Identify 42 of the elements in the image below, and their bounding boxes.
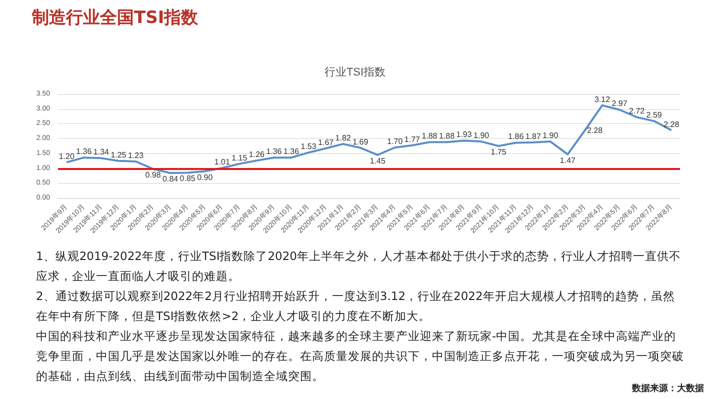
data-label: 1.47	[560, 156, 576, 165]
data-label: 1.69	[352, 137, 369, 146]
text: 2、通过数据可以观察到2022年2月行业招聘开始跃升，一度达到3.12，行业在2022年开启大规模人才招聘的趋势，虽然在年中有所下降，但是TSI指数依然>2，企业人才吸引的力度在不断加大。	[36, 288, 676, 325]
data-label: 1.15	[232, 153, 248, 162]
data-label: 1.88	[422, 132, 438, 141]
data-label: 1.86	[508, 132, 524, 142]
data-label: 0.90	[197, 172, 214, 182]
text: 1、纵观2019-2022年度，行业TSI指数除了2020年上半年之外，人才基本都处于供小于求的态势，行业人才招聘一直供不应求，企业一直面临人才吸引的难题。	[36, 248, 682, 285]
data-label: 2.28	[586, 126, 604, 135]
data-label: 1.20	[58, 152, 75, 161]
data-label: 0.85	[180, 174, 196, 184]
data-label: 1.23	[128, 150, 144, 160]
data-label: 1.01	[214, 157, 230, 166]
data-label: 1.87	[525, 132, 542, 141]
data-label: 1.25	[110, 150, 127, 160]
data-label: 2.97	[612, 99, 628, 108]
data-label: 1.53	[300, 142, 317, 152]
data-label: 1.34	[93, 148, 110, 157]
data-label: 1.36	[76, 147, 92, 156]
chart-subtitle: 行业TSI指数	[324, 66, 386, 78]
data-label: 0.98	[145, 170, 162, 180]
data-label: 1.70	[387, 136, 404, 146]
data-label: 1.82	[335, 133, 352, 142]
data-label: 1.36	[283, 147, 300, 156]
source-note: 数据来源：大数据	[632, 382, 704, 395]
text: 中国的科技和产业水平逐步呈现发达国家特征，越来越多的全球主要产业迎来了新玩家-中国。尤其是在全球中高端产业的竞争里面，中国几乎是发达国家以外唯一的存在。在高质量发展的共识下，中国制造正多点开花，一项突破成为另一项突破的基础，由点到线、由线到面带动中国制造全域突围。	[36, 329, 684, 383]
data-label: 2.28	[664, 120, 680, 129]
data-label: 1.26	[248, 150, 266, 160]
data-label: 0.84	[162, 174, 179, 184]
data-label: 1.75	[490, 148, 507, 156]
data-label: 2.59	[646, 110, 662, 120]
data-label: 1.90	[474, 131, 490, 140]
data-label: 1.90	[542, 131, 559, 140]
data-label: 2.72	[629, 106, 646, 116]
data-label: 1.67	[318, 138, 334, 147]
data-label: 1.45	[370, 156, 386, 166]
data-label: 3.12	[594, 94, 611, 104]
chart-title: 制造行业全国TSI指数	[32, 7, 198, 29]
data-label: 1.77	[404, 134, 421, 144]
data-label: 1.93	[456, 130, 472, 140]
data-label: 1.88	[438, 132, 456, 141]
data-label: 1.36	[266, 147, 282, 156]
